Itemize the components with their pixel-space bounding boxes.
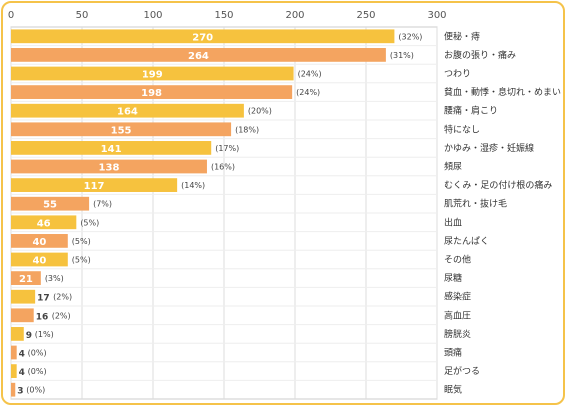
- bar-value-label: 9: [26, 331, 32, 341]
- bar: [11, 308, 34, 323]
- bar-percent-label: (18%): [235, 125, 259, 134]
- category-label: 頻尿: [444, 161, 462, 173]
- bar-value-label: 141: [101, 144, 122, 155]
- category-label: 眠気: [444, 384, 462, 396]
- category-label: 高血圧: [444, 309, 471, 321]
- category-label: 貧血・動悸・息切れ・めまい: [444, 86, 561, 98]
- bar: [11, 234, 68, 248]
- bar: [11, 215, 77, 230]
- bar-percent-label: (3%): [45, 274, 64, 283]
- bar-percent-label: (5%): [72, 256, 91, 265]
- bar: [11, 327, 24, 341]
- bar: [11, 29, 395, 44]
- bar: [11, 178, 178, 192]
- bar-percent-label: (5%): [72, 237, 91, 246]
- bar-percent-label: (32%): [398, 32, 422, 41]
- category-label: 膀胱炎: [444, 328, 471, 340]
- bar: [11, 141, 212, 155]
- bar-percent-label: (2%): [53, 293, 72, 302]
- category-label: お腹の張り・痛み: [444, 49, 516, 61]
- bar-percent-label: (1%): [35, 330, 54, 339]
- x-axis-ticks: 0 50 100 150 200 250 300: [8, 10, 447, 21]
- category-label: むくみ・足の付け根の痛み: [444, 179, 552, 191]
- bar: [11, 48, 386, 62]
- bar-percent-label: (0%): [28, 349, 47, 358]
- bar-value-label: 55: [43, 200, 57, 211]
- bar: [11, 66, 294, 81]
- bar-value-label: 117: [84, 181, 105, 192]
- bar-value-label: 155: [111, 125, 132, 136]
- x-tick-label: 50: [76, 10, 89, 21]
- category-label: 尿糖: [444, 272, 462, 284]
- category-label: 肌荒れ・抜け毛: [444, 198, 507, 210]
- bar: [11, 345, 17, 360]
- category-label: 出血: [444, 216, 462, 228]
- bar-value-label: 264: [188, 51, 209, 62]
- category-label: 尿たんぱく: [444, 236, 489, 247]
- category-label: 特になし: [444, 123, 480, 135]
- bar: [11, 364, 17, 378]
- bar-percent-label: (24%): [298, 70, 322, 79]
- bar: [11, 382, 16, 397]
- bar-value-label: 17: [37, 294, 50, 304]
- bar-value-label: 199: [142, 70, 163, 81]
- bar: [11, 252, 68, 267]
- category-label: かゆみ・湿疹・妊娠線: [444, 142, 534, 154]
- bar-value-label: 198: [141, 88, 162, 99]
- bar-percent-label: (2%): [52, 311, 71, 320]
- bar: [11, 159, 207, 174]
- bar-percent-label: (0%): [28, 367, 47, 376]
- bar-value-label: 40: [32, 237, 46, 248]
- bar: [11, 289, 36, 304]
- category-label: 腰痛・肩こり: [444, 105, 498, 117]
- bar: [11, 196, 90, 211]
- bars: 270 (32%)264 (31%)199 (24%)198 (24%)164 (20%)…: [11, 29, 422, 397]
- bar-percent-label: (20%): [248, 107, 272, 116]
- bar-value-label: 16: [36, 312, 49, 322]
- bar: [11, 122, 232, 137]
- bar-value-label: 4: [19, 368, 25, 378]
- x-tick-label: 200: [285, 10, 304, 21]
- bar: [11, 85, 293, 99]
- bar-percent-label: (5%): [80, 218, 99, 227]
- bar-percent-label: (31%): [390, 51, 414, 60]
- category-labels: 便秘・痔お腹の張り・痛みつわり貧血・動悸・息切れ・めまい腰痛・肩こり特になしかゆ…: [444, 30, 561, 395]
- bar-percent-label: (17%): [215, 144, 239, 153]
- bar-percent-label: (0%): [26, 386, 45, 395]
- bar-percent-label: (7%): [93, 200, 112, 209]
- category-label: その他: [444, 254, 471, 266]
- grid-lines: [10, 26, 438, 400]
- bar-percent-label: (24%): [296, 88, 320, 97]
- x-tick-label: 150: [214, 10, 233, 21]
- bar-percent-label: (14%): [181, 181, 205, 190]
- bar-value-label: 46: [37, 218, 51, 229]
- bar-value-label: 4: [19, 350, 25, 360]
- bar-value-label: 270: [192, 32, 213, 43]
- bar-value-label: 40: [32, 256, 46, 267]
- x-tick-label: 300: [427, 10, 446, 21]
- category-label: 頭痛: [444, 347, 462, 359]
- category-label: つわり: [444, 69, 471, 80]
- bar-percent-label: (16%): [211, 163, 235, 172]
- x-tick-label: 0: [8, 10, 14, 21]
- category-label: 便秘・痔: [444, 30, 480, 42]
- x-tick-label: 250: [356, 10, 375, 21]
- bar: [11, 271, 41, 285]
- bar: [11, 103, 244, 118]
- bar-value-label: 164: [117, 107, 138, 118]
- x-tick-label: 100: [143, 10, 162, 21]
- bar-value-label: 138: [99, 163, 120, 174]
- bar-value-label: 3: [17, 387, 23, 397]
- category-label: 感染症: [444, 291, 471, 303]
- category-label: 足がつる: [444, 365, 480, 377]
- bar-value-label: 21: [19, 274, 33, 285]
